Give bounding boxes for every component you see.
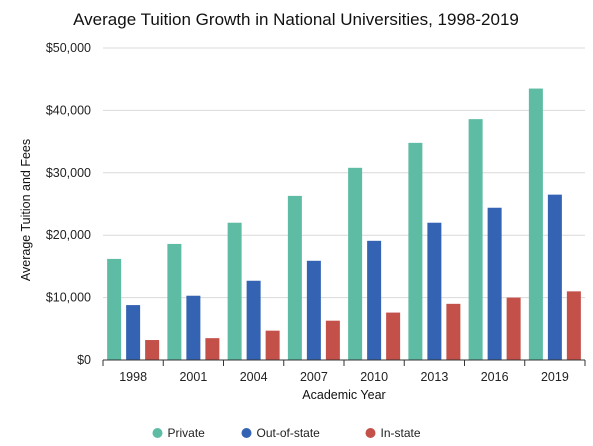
legend-label: In-state [381, 426, 421, 440]
bar-out-of-state-2013 [427, 222, 442, 360]
y-tick-label: $10,000 [46, 291, 91, 305]
bar-in-state-2010 [386, 312, 401, 360]
bar-in-state-2016 [506, 297, 521, 360]
legend-item-out-of-state[interactable]: Out-of-state [241, 426, 321, 440]
bar-out-of-state-2007 [306, 260, 321, 360]
bar-private-2019 [528, 88, 543, 360]
bar-in-state-2004 [265, 330, 280, 360]
legend-swatch [152, 428, 163, 438]
bar-out-of-state-2001 [186, 295, 201, 360]
bar-in-state-2013 [446, 303, 461, 360]
gridlines [103, 47, 585, 299]
bar-private-2001 [167, 243, 182, 360]
legend: Private Out-of-state In-state [152, 426, 421, 440]
bar-out-of-state-2019 [547, 194, 562, 360]
y-tick-label: $50,000 [46, 41, 91, 55]
y-tick-label: $0 [77, 353, 91, 367]
x-tick-label: 2013 [420, 370, 448, 384]
x-tick-label: 2019 [541, 370, 569, 384]
bar-in-state-2007 [325, 320, 340, 360]
bar-in-state-1998 [145, 340, 160, 360]
legend-item-private[interactable]: Private [152, 426, 206, 440]
x-tick-label: 2016 [481, 370, 509, 384]
bar-private-2004 [227, 222, 242, 360]
y-tick-label: $40,000 [46, 103, 91, 117]
bar-private-1998 [107, 258, 122, 360]
x-tick-label: 2007 [300, 370, 328, 384]
bar-out-of-state-2016 [487, 207, 502, 360]
y-tick-label: $20,000 [46, 228, 91, 242]
legend-label: Out-of-state [257, 426, 321, 440]
bar-private-2010 [348, 167, 363, 360]
bar-out-of-state-1998 [126, 305, 141, 360]
x-tick-label: 2004 [240, 370, 268, 384]
x-axis-label: Academic Year [302, 388, 385, 402]
bar-in-state-2001 [205, 338, 220, 360]
bar-private-2007 [287, 195, 302, 360]
y-tick-label: $30,000 [46, 166, 91, 180]
bars [107, 88, 581, 360]
x-axis-ticks: 1998 2001 2004 2007 2010 2013 2016 2019 [102, 360, 586, 384]
legend-swatch [241, 428, 252, 438]
x-tick-label: 2010 [360, 370, 388, 384]
bar-private-2013 [408, 142, 423, 360]
bar-in-state-2019 [566, 291, 581, 360]
bar-out-of-state-2010 [367, 240, 382, 360]
chart-title: Average Tuition Growth in National Unive… [73, 10, 519, 29]
bar-out-of-state-2004 [246, 280, 261, 360]
y-axis-label: Average Tuition and Fees [19, 139, 33, 281]
legend-swatch [365, 428, 376, 438]
y-axis-ticks: $0 $10,000 $20,000 $30,000 $40,000 $50,000 [46, 41, 91, 367]
x-tick-label: 1998 [119, 370, 147, 384]
bar-private-2016 [468, 119, 483, 360]
legend-label: Private [168, 426, 206, 440]
legend-item-in-state[interactable]: In-state [365, 426, 421, 440]
x-tick-label: 2001 [179, 370, 207, 384]
